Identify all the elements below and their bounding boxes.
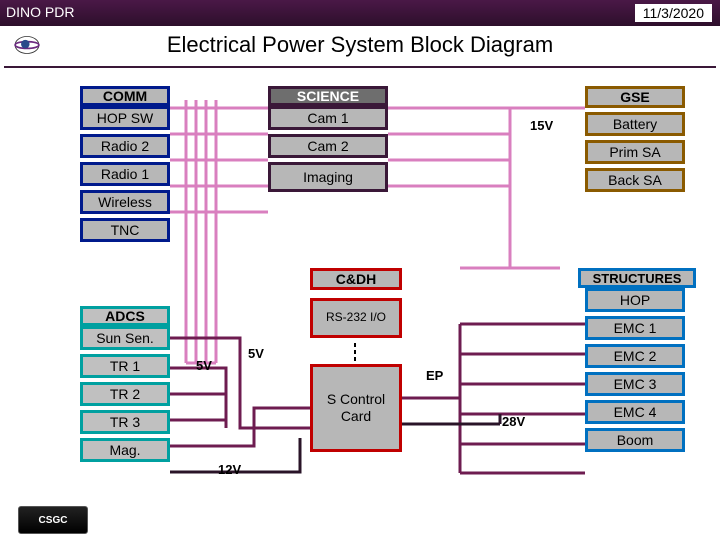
struct-hop: HOP (585, 288, 685, 312)
comm-wireless: Wireless (80, 190, 170, 214)
struct-emc2: EMC 2 (585, 344, 685, 368)
project-label: DINO PDR (6, 4, 74, 20)
science-imaging: Imaging (268, 162, 388, 192)
label-28v: 28V (502, 414, 525, 429)
struct-emc4: EMC 4 (585, 400, 685, 424)
comm-tnc: TNC (80, 218, 170, 242)
gse-battery: Battery (585, 112, 685, 136)
comm-radio-2: Radio 2 (80, 134, 170, 158)
adcs-sun-sen: Sun Sen. (80, 326, 170, 350)
science-cam1: Cam 1 (268, 106, 388, 130)
adcs-tr1: TR 1 (80, 354, 170, 378)
comm-radio-1: Radio 1 (80, 162, 170, 186)
label-ep: EP (426, 368, 443, 383)
adcs-tr2: TR 2 (80, 382, 170, 406)
page-title: Electrical Power System Block Diagram (0, 26, 720, 58)
footer-logo-icon: CSGC (18, 506, 88, 534)
struct-header: STRUCTURES (578, 268, 696, 288)
adcs-header: ADCS (80, 306, 170, 326)
science-header: SCIENCE (268, 86, 388, 106)
top-bar: DINO PDR 11/3/2020 (0, 0, 720, 26)
label-15v: 15V (530, 118, 553, 133)
gse-back-sa: Back SA (585, 168, 685, 192)
science-cam2: Cam 2 (268, 134, 388, 158)
struct-emc3: EMC 3 (585, 372, 685, 396)
cdh-rs232: RS-232 I/O (310, 298, 402, 338)
label-12v: 12V (218, 462, 241, 477)
mission-logo-icon (10, 30, 44, 60)
title-row: Electrical Power System Block Diagram (0, 26, 720, 66)
date-label: 11/3/2020 (635, 4, 712, 22)
comm-header: COMM (80, 86, 170, 106)
gse-prim-sa: Prim SA (585, 140, 685, 164)
struct-boom: Boom (585, 428, 685, 452)
comm-hop-sw: HOP SW (80, 106, 170, 130)
adcs-mag: Mag. (80, 438, 170, 462)
label-5v-outer: 5V (248, 346, 264, 361)
cdh-header: C&DH (310, 268, 402, 290)
gse-header: GSE (585, 86, 685, 108)
label-5v-inner: 5V (196, 358, 212, 373)
struct-emc1: EMC 1 (585, 316, 685, 340)
diagram-canvas: COMM HOP SW Radio 2 Radio 1 Wireless TNC… (0, 68, 720, 508)
adcs-tr3: TR 3 (80, 410, 170, 434)
cdh-control-card: S Control Card (310, 364, 402, 452)
